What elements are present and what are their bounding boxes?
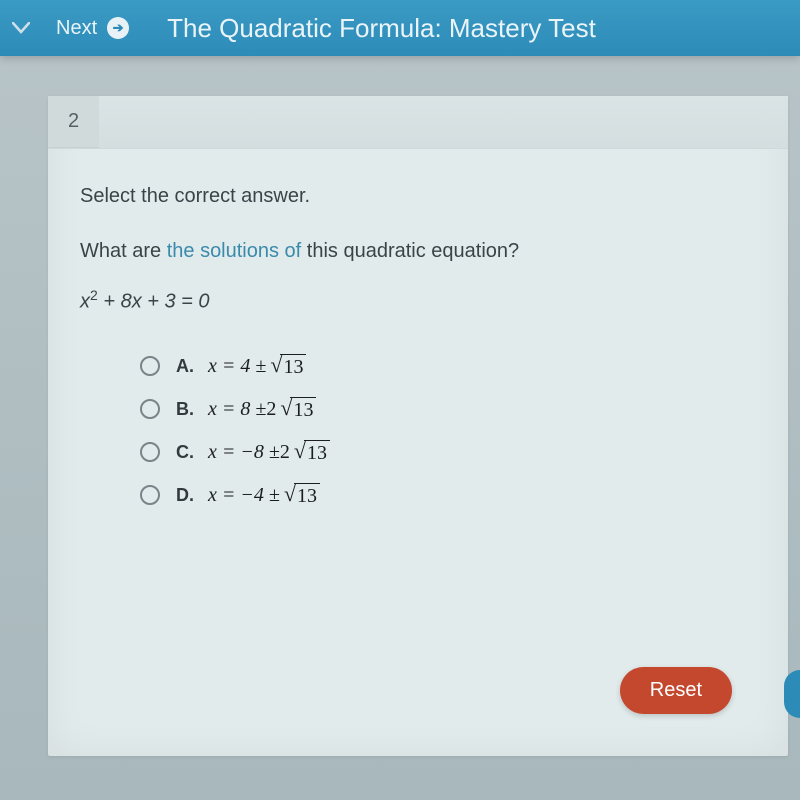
option-math: x = 4 ± √13: [208, 354, 306, 379]
option-prefix: x = −4 ±: [208, 484, 280, 507]
option-coef: 2: [266, 398, 276, 421]
option-c[interactable]: C. x = −8 ± 2 √13: [140, 440, 756, 465]
top-bar: Next ➔ The Quadratic Formula: Mastery Te…: [0, 0, 800, 56]
sqrt-icon: √13: [280, 397, 316, 422]
question-card: 2 Select the correct answer. What are th…: [48, 96, 788, 756]
option-b[interactable]: B. x = 8 ± 2 √13: [140, 397, 756, 422]
next-button[interactable]: Next ➔: [46, 13, 139, 44]
question-prompt: What are the solutions of this quadratic…: [80, 240, 756, 263]
option-letter: B.: [176, 399, 208, 420]
prompt-prefix: What are: [80, 240, 167, 262]
next-question-edge[interactable]: [784, 670, 800, 718]
equation-text: x2 + 8x + 3 = 0: [80, 287, 756, 314]
equation-rest: + 8x + 3 = 0: [98, 291, 210, 313]
option-a[interactable]: A. x = 4 ± √13: [140, 354, 756, 379]
radio-icon: [140, 399, 160, 419]
option-letter: D.: [176, 485, 208, 506]
radio-icon: [140, 356, 160, 376]
sqrt-icon: √13: [270, 354, 306, 379]
radio-icon: [140, 442, 160, 462]
page-title: The Quadratic Formula: Mastery Test: [167, 13, 596, 44]
option-letter: A.: [176, 356, 208, 377]
radicand: 13: [290, 397, 316, 422]
sqrt-icon: √13: [284, 483, 320, 508]
prompt-suffix: this quadratic equation?: [301, 240, 519, 262]
radicand: 13: [294, 483, 320, 508]
option-math: x = −4 ± √13: [208, 483, 320, 508]
question-body: Select the correct answer. What are the …: [48, 149, 788, 546]
equation-exponent: 2: [90, 287, 98, 303]
radicand: 13: [280, 354, 306, 379]
sqrt-icon: √13: [294, 440, 330, 465]
option-prefix: x = 4 ±: [208, 355, 266, 378]
instruction-text: Select the correct answer.: [80, 185, 756, 208]
question-number: 2: [48, 96, 99, 148]
content-wrapper: 2 Select the correct answer. What are th…: [0, 56, 800, 756]
prompt-highlight: the solutions of: [167, 240, 302, 262]
option-math: x = −8 ± 2 √13: [208, 440, 330, 465]
option-coef: 2: [280, 441, 290, 464]
arrow-right-icon: ➔: [107, 17, 129, 39]
option-letter: C.: [176, 442, 208, 463]
options-list: A. x = 4 ± √13 B. x = 8 ± 2: [80, 354, 756, 508]
radicand: 13: [304, 440, 330, 465]
question-number-row: 2: [48, 96, 788, 149]
option-d[interactable]: D. x = −4 ± √13: [140, 483, 756, 508]
option-math: x = 8 ± 2 √13: [208, 397, 316, 422]
chevron-down-icon[interactable]: [8, 15, 34, 41]
next-label: Next: [56, 17, 97, 40]
option-prefix: x = 8 ±: [208, 398, 266, 421]
radio-icon: [140, 485, 160, 505]
reset-button[interactable]: Reset: [620, 667, 732, 714]
option-prefix: x = −8 ±: [208, 441, 280, 464]
equation-var: x: [80, 291, 90, 313]
